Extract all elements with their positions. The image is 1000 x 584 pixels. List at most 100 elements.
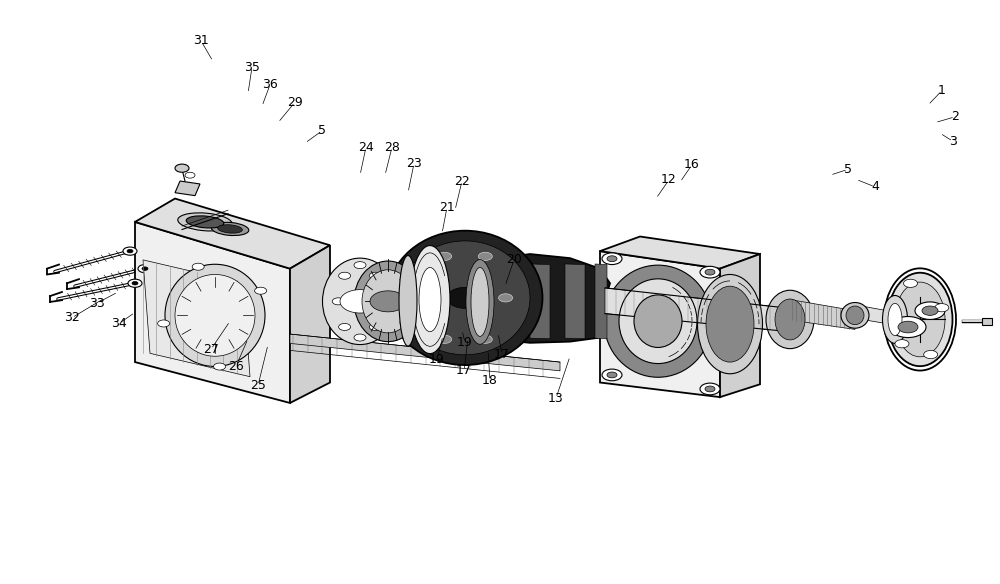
Circle shape [890,317,926,338]
Polygon shape [495,264,510,339]
Text: 36: 36 [262,78,278,91]
Ellipse shape [354,261,422,342]
Text: 17: 17 [494,348,510,361]
Circle shape [904,279,918,287]
Circle shape [478,252,492,260]
Polygon shape [135,222,290,403]
Circle shape [700,266,720,278]
Circle shape [185,172,195,178]
Circle shape [499,294,513,302]
Circle shape [607,256,617,262]
Ellipse shape [895,282,945,357]
Ellipse shape [322,258,398,345]
Ellipse shape [186,216,224,228]
Text: 20: 20 [506,253,522,266]
Polygon shape [490,254,610,343]
Circle shape [447,287,483,308]
Circle shape [898,321,918,333]
Polygon shape [600,237,760,269]
Text: 13: 13 [548,392,564,405]
Polygon shape [135,199,330,269]
Polygon shape [290,245,330,403]
Polygon shape [595,264,607,339]
Circle shape [369,324,381,331]
Circle shape [128,279,142,287]
Circle shape [158,320,170,327]
Text: 18: 18 [482,374,498,387]
Circle shape [192,263,204,270]
Text: 2: 2 [951,110,959,123]
Ellipse shape [410,245,450,353]
Text: 31: 31 [193,34,209,47]
Circle shape [127,249,133,253]
Text: 34: 34 [111,317,127,330]
Polygon shape [600,251,720,397]
Circle shape [354,262,366,269]
Circle shape [417,294,431,302]
Circle shape [705,386,715,392]
Circle shape [339,324,351,331]
Circle shape [922,306,938,315]
Ellipse shape [846,306,864,325]
Circle shape [895,340,909,348]
Ellipse shape [399,256,417,346]
Polygon shape [143,260,250,377]
Circle shape [123,247,137,255]
Ellipse shape [775,299,805,340]
Text: 1: 1 [938,84,946,97]
Ellipse shape [634,295,682,347]
Ellipse shape [419,267,441,332]
Text: 4: 4 [871,180,879,193]
Ellipse shape [888,303,902,335]
Circle shape [705,269,715,275]
Text: 17: 17 [456,364,472,377]
Circle shape [255,287,267,294]
Circle shape [376,298,388,305]
Polygon shape [565,264,585,339]
Ellipse shape [165,264,265,367]
Circle shape [438,252,452,260]
Text: 24: 24 [358,141,374,154]
Ellipse shape [175,274,255,356]
Circle shape [607,372,617,378]
Circle shape [339,272,351,279]
Polygon shape [790,300,855,329]
Ellipse shape [178,213,232,231]
Circle shape [602,253,622,265]
Text: 32: 32 [64,311,80,324]
Ellipse shape [706,286,754,362]
Text: 25: 25 [250,379,266,392]
Ellipse shape [400,241,530,355]
Ellipse shape [766,290,814,349]
Ellipse shape [388,231,542,365]
Circle shape [332,298,344,305]
Text: 19: 19 [457,336,473,349]
Circle shape [915,302,945,319]
Text: 28: 28 [384,141,400,154]
Text: 27: 27 [203,343,219,356]
Circle shape [438,335,452,343]
Ellipse shape [888,273,952,366]
Ellipse shape [604,265,712,377]
Circle shape [935,304,949,312]
Circle shape [370,291,406,312]
Circle shape [132,281,138,285]
Circle shape [700,383,720,395]
Text: 23: 23 [406,157,422,170]
Ellipse shape [471,267,489,336]
Ellipse shape [466,260,494,345]
Text: 33: 33 [89,297,105,310]
Ellipse shape [698,274,763,374]
Text: 26: 26 [228,360,244,373]
Polygon shape [720,254,760,397]
Text: 22: 22 [454,175,470,187]
Circle shape [175,164,189,172]
Circle shape [214,363,226,370]
Polygon shape [605,288,790,332]
Polygon shape [855,305,900,326]
Polygon shape [290,334,560,371]
Polygon shape [175,181,200,196]
Ellipse shape [211,223,249,235]
Ellipse shape [362,270,414,333]
Circle shape [138,265,152,273]
